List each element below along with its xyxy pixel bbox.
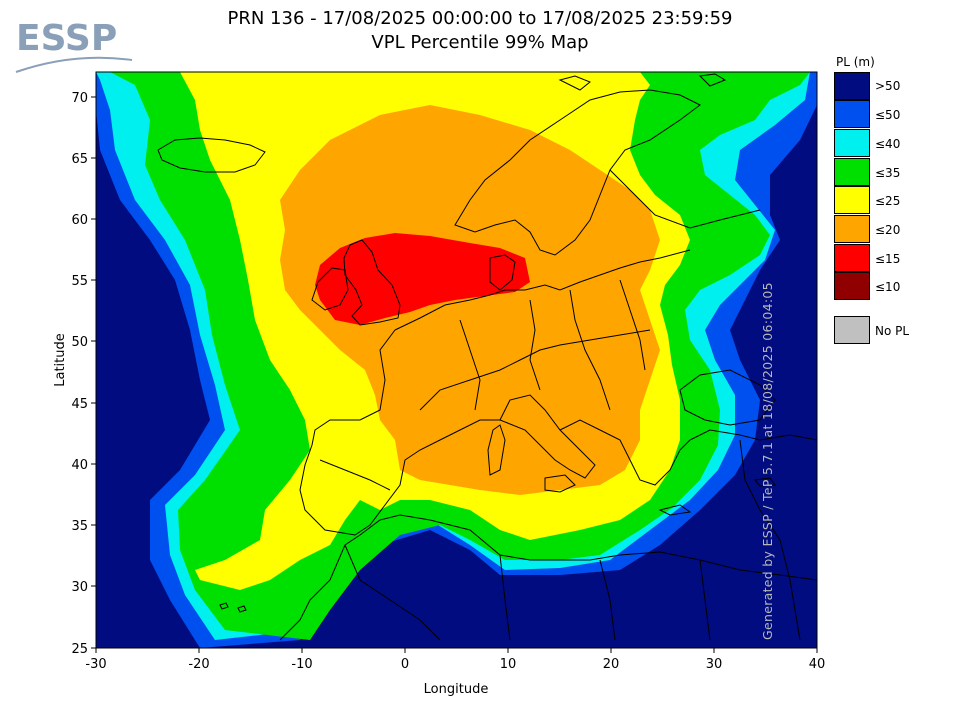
- chart-title: PRN 136 - 17/08/2025 00:00:00 to 17/08/2…: [227, 8, 733, 29]
- y-axis-label: Latitude: [53, 333, 68, 387]
- y-tick-label: 65: [71, 152, 88, 167]
- legend-swatch-le50: [834, 100, 870, 128]
- y-tick-label: 25: [71, 642, 88, 657]
- legend-swatch-gt50: [834, 72, 870, 100]
- x-ticks: [95, 648, 818, 653]
- y-tick-labels: 70 65 60 55 50 45 40 35 30 25: [71, 91, 88, 657]
- legend-label: ≤35: [875, 166, 901, 180]
- y-tick-label: 30: [71, 580, 88, 595]
- legend-swatch-le25: [834, 186, 870, 214]
- y-tick-label: 45: [71, 397, 88, 412]
- x-tick-label: -10: [291, 657, 312, 672]
- zone-le15: [315, 233, 530, 325]
- legend-swatch-le20: [834, 215, 870, 243]
- logo-text: ESSP: [16, 18, 117, 59]
- x-tick-label: 30: [706, 657, 723, 672]
- legend-label: ≤10: [875, 280, 901, 294]
- x-axis-label: Longitude: [424, 682, 489, 697]
- chart-subtitle: VPL Percentile 99% Map: [371, 32, 589, 53]
- y-tick-label: 40: [71, 458, 88, 473]
- plot-frame: [95, 71, 818, 649]
- x-tick-label: -20: [188, 657, 209, 672]
- legend-label: ≤20: [875, 223, 901, 237]
- legend-label: ≤40: [875, 137, 901, 151]
- y-tick-label: 70: [71, 91, 88, 106]
- essp-logo: ESSP: [15, 18, 133, 73]
- y-tick-label: 50: [71, 335, 88, 350]
- x-tick-label: 20: [603, 657, 620, 672]
- coastlines: [157, 73, 817, 641]
- y-ticks: [91, 96, 96, 649]
- y-tick-label: 55: [71, 274, 88, 289]
- legend-swatch-le35: [834, 158, 870, 186]
- x-tick-label: 10: [500, 657, 517, 672]
- y-tick-label: 60: [71, 213, 88, 228]
- legend-swatch-le15: [834, 244, 870, 272]
- legend-label-no-pl: No PL: [875, 324, 910, 338]
- y-tick-label: 35: [71, 519, 88, 534]
- legend-swatch-le40: [834, 129, 870, 157]
- x-tick-label: 0: [401, 657, 409, 672]
- x-tick-labels: -30 -20 -10 0 10 20 30 40: [85, 657, 825, 672]
- legend-label: ≤25: [875, 194, 901, 208]
- x-tick-label: -30: [85, 657, 106, 672]
- legend-label: ≤50: [875, 108, 901, 122]
- legend-swatch-le10: [834, 272, 870, 300]
- legend-label: >50: [875, 79, 901, 93]
- legend-title: PL (m): [836, 55, 875, 69]
- generated-by-watermark: Generated by ESSP / TeP 5.7.1 at 18/08/2…: [760, 282, 775, 640]
- legend-swatch-no-pl: [834, 316, 870, 344]
- x-tick-label: 40: [809, 657, 826, 672]
- legend-label: ≤15: [875, 252, 901, 266]
